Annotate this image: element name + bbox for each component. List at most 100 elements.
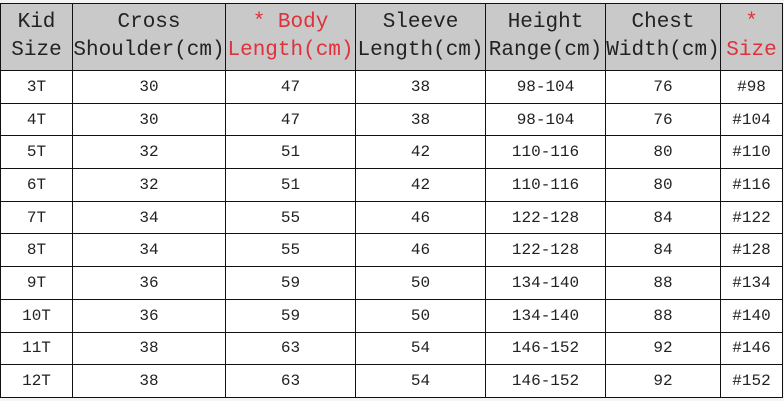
table-cell: 30: [72, 70, 226, 104]
table-cell: 11T: [0, 331, 73, 366]
table-cell: 55: [225, 200, 356, 235]
header-line1: *: [745, 11, 758, 34]
table-cell: 50: [355, 266, 486, 300]
table-cell: 98-104: [485, 102, 606, 137]
table-row: 5T 32 51 42 110-116 80 #110: [0, 135, 783, 170]
table-cell: 88: [605, 266, 721, 300]
header-row: Kid Size Cross Shoulder(cm) * Body Length(cm)…: [0, 3, 783, 71]
table-cell: 47: [225, 70, 356, 104]
column-header: * Size: [720, 3, 783, 71]
table-cell: 54: [355, 364, 486, 398]
table-cell: 30: [72, 102, 226, 137]
table-cell: 6T: [0, 168, 73, 202]
table-row: 8T 34 55 46 122-128 84 #128: [0, 233, 783, 268]
table-cell: 42: [355, 168, 486, 202]
table-cell: #98: [720, 70, 783, 104]
table-row: 6T 32 51 42 110-116 80 #116: [0, 168, 783, 202]
column-header: Cross Shoulder(cm): [72, 3, 226, 71]
table-cell: 32: [72, 168, 226, 202]
table-cell: 110-116: [485, 168, 606, 202]
table-row: 3T 30 47 38 98-104 76 #98: [0, 70, 783, 104]
table-cell: 38: [72, 331, 226, 366]
table-cell: 63: [225, 331, 356, 366]
header-line2: Width(cm): [606, 39, 720, 62]
header-line1: Chest: [631, 11, 695, 34]
table-row: 7T 34 55 46 122-128 84 #122: [0, 200, 783, 235]
table-cell: 110-116: [485, 135, 606, 170]
table-cell: #152: [720, 364, 783, 398]
header-line1: Kid: [17, 11, 56, 34]
table-cell: 88: [605, 298, 721, 333]
table-cell: 76: [605, 102, 721, 137]
table-cell: #104: [720, 102, 783, 137]
table-cell: 9T: [0, 266, 73, 300]
table-cell: #140: [720, 298, 783, 333]
table-cell: 32: [72, 135, 226, 170]
header-line2: Shoulder(cm): [73, 39, 225, 62]
table-row: 9T 36 59 50 134-140 88 #134: [0, 266, 783, 300]
table-cell: 4T: [0, 102, 73, 137]
table-cell: 12T: [0, 364, 73, 398]
table-cell: 63: [225, 364, 356, 398]
table-cell: 92: [605, 331, 721, 366]
table-cell: 36: [72, 298, 226, 333]
table-cell: 36: [72, 266, 226, 300]
column-header: Sleeve Length(cm): [355, 3, 486, 71]
table-cell: 84: [605, 200, 721, 235]
column-header: Height Range(cm): [485, 3, 606, 71]
table-cell: 84: [605, 233, 721, 268]
table-cell: 92: [605, 364, 721, 398]
table-cell: 38: [355, 102, 486, 137]
table-cell: 146-152: [485, 331, 606, 366]
table-cell: #146: [720, 331, 783, 366]
table-cell: 51: [225, 135, 356, 170]
table-cell: 42: [355, 135, 486, 170]
table-cell: 46: [355, 233, 486, 268]
table-cell: 47: [225, 102, 356, 137]
table-cell: 59: [225, 298, 356, 333]
table-row: 10T 36 59 50 134-140 88 #140: [0, 298, 783, 333]
table-cell: #116: [720, 168, 783, 202]
header-line1: Sleeve: [382, 11, 459, 34]
table-cell: 122-128: [485, 200, 606, 235]
table-cell: 59: [225, 266, 356, 300]
table-cell: 3T: [0, 70, 73, 104]
table-cell: 98-104: [485, 70, 606, 104]
table-cell: 122-128: [485, 233, 606, 268]
column-header: Chest Width(cm): [605, 3, 721, 71]
table-row: 11T 38 63 54 146-152 92 #146: [0, 331, 783, 366]
column-header: * Body Length(cm): [225, 3, 356, 71]
table-cell: #128: [720, 233, 783, 268]
table-cell: 34: [72, 200, 226, 235]
header-line2: Length(cm): [227, 39, 354, 62]
table-cell: 80: [605, 135, 721, 170]
table-cell: 54: [355, 331, 486, 366]
table-cell: 10T: [0, 298, 73, 333]
table-row: 4T 30 47 38 98-104 76 #104: [0, 102, 783, 137]
table-cell: #122: [720, 200, 783, 235]
header-line1: Height: [507, 11, 584, 34]
table-cell: 55: [225, 233, 356, 268]
table-cell: 38: [72, 364, 226, 398]
table-row: 12T 38 63 54 146-152 92 #152: [0, 364, 783, 398]
table-cell: 80: [605, 168, 721, 202]
header-line2: Length(cm): [357, 39, 484, 62]
table-cell: #134: [720, 266, 783, 300]
header-line2: Size: [726, 39, 777, 62]
table-cell: #110: [720, 135, 783, 170]
size-chart-table: Kid Size Cross Shoulder(cm) * Body Length(cm)…: [0, 3, 783, 398]
table-cell: 76: [605, 70, 721, 104]
table-cell: 7T: [0, 200, 73, 235]
table-cell: 134-140: [485, 266, 606, 300]
table-cell: 38: [355, 70, 486, 104]
table-cell: 146-152: [485, 364, 606, 398]
column-header: Kid Size: [0, 3, 73, 71]
header-line2: Range(cm): [488, 39, 603, 62]
table-cell: 50: [355, 298, 486, 333]
header-line2: Size: [11, 39, 62, 62]
table-cell: 46: [355, 200, 486, 235]
table-cell: 5T: [0, 135, 73, 170]
header-line1: * Body: [252, 11, 329, 34]
header-line1: Cross: [117, 11, 181, 34]
table-cell: 34: [72, 233, 226, 268]
